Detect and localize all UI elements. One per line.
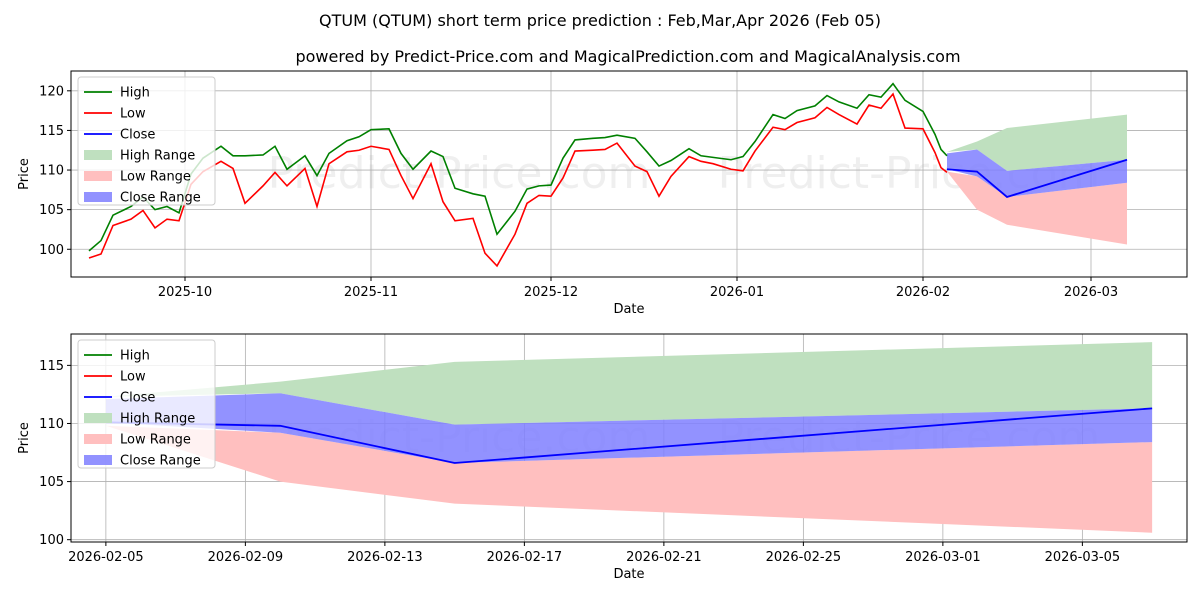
top-y-tick-label: 100 <box>39 243 64 258</box>
bottom-high-range-band <box>105 342 1153 425</box>
bottom-y-axis-label: Price <box>17 422 32 454</box>
top-legend-label-close-range: Close Range <box>120 191 201 206</box>
bottom-y-tick-label: 105 <box>39 475 64 490</box>
top-x-tick-label: 2025-12 <box>524 285 578 300</box>
bottom-panel: Predict-Price.comPredict-Price.com2026-0… <box>17 333 1188 582</box>
bottom-legend-box <box>77 339 216 469</box>
top-legend: High Low Close High Range Low Range Close Ran… <box>77 76 216 206</box>
top-y-tick-label: 110 <box>39 164 64 179</box>
bottom-x-tick-label: 2026-02-05 <box>68 550 144 565</box>
bottom-legend-swatch-high-range <box>84 413 112 423</box>
bottom-legend-label-low: Low <box>120 370 146 385</box>
top-legend-label-high: High <box>120 86 150 101</box>
bottom-legend-label-low-range: Low Range <box>120 433 191 448</box>
bottom-x-tick-label: 2026-02-25 <box>766 550 842 565</box>
bottom-y-tick-label: 100 <box>39 533 64 548</box>
top-x-tick-label: 2025-10 <box>158 285 212 300</box>
bottom-x-tick-label: 2026-03-01 <box>905 550 981 565</box>
top-x-tick-label: 2026-02 <box>896 285 950 300</box>
top-close-series-line <box>946 158 1128 198</box>
chart-title: QTUM (QTUM) short term price prediction … <box>319 11 881 30</box>
bottom-x-tick-label: 2026-02-21 <box>626 550 702 565</box>
bottom-close-range-band <box>105 393 1153 463</box>
top-panel: Predict-Price.com Predict-Price.com2025-1… <box>17 70 1188 317</box>
top-y-axis-label: Price <box>17 158 32 190</box>
chart-subtitle: powered by Predict-Price.com and Magical… <box>295 47 960 66</box>
top-x-axis-label: Date <box>613 302 644 317</box>
bottom-axes-frame <box>70 333 1188 543</box>
top-y-tick-label: 120 <box>39 84 64 99</box>
top-axes-frame <box>70 70 1188 278</box>
top-legend-swatch-close-range <box>84 192 112 202</box>
top-low-series-line <box>88 92 948 268</box>
bottom-legend-swatch-close-range <box>84 455 112 465</box>
top-legend-label-high-range: High Range <box>120 149 195 164</box>
bottom-y-tick-label: 115 <box>39 359 64 374</box>
bottom-x-tick-label: 2026-02-13 <box>347 550 423 565</box>
top-legend-label-close: Close <box>120 128 155 143</box>
top-legend-label-low-range: Low Range <box>120 170 191 185</box>
top-high-series-line <box>88 82 948 252</box>
top-plot-area <box>88 82 1128 268</box>
bottom-x-tick-label: 2026-02-17 <box>487 550 563 565</box>
top-legend-swatch-low-range <box>84 171 112 181</box>
bottom-legend-swatch-low-range <box>84 434 112 444</box>
top-x-tick-label: 2026-01 <box>710 285 764 300</box>
top-low-range-band <box>947 171 1127 245</box>
bottom-x-axis-label: Date <box>613 567 644 582</box>
top-legend-swatch-high-range <box>84 150 112 160</box>
bottom-legend-label-close: Close <box>120 391 155 406</box>
top-x-tick-label: 2025-11 <box>344 285 398 300</box>
bottom-x-tick-label: 2026-03-05 <box>1045 550 1121 565</box>
top-high-range-band <box>947 114 1127 171</box>
bottom-y-tick-label: 110 <box>39 417 64 432</box>
top-watermark-text-1: Predict-Price.com <box>268 148 651 199</box>
bottom-plot-area <box>105 342 1153 533</box>
bottom-x-tick-label: 2026-02-09 <box>208 550 284 565</box>
top-legend-label-low: Low <box>120 107 146 122</box>
bottom-low-range-band <box>105 425 1153 533</box>
top-legend-box <box>77 76 216 206</box>
top-x-tick-label: 2026-03 <box>1064 285 1118 300</box>
top-y-tick-label: 115 <box>39 124 64 139</box>
bottom-legend: High Low Close High Range Low Range Close Ran… <box>77 339 216 469</box>
bottom-legend-label-high: High <box>120 349 150 364</box>
top-y-tick-label: 105 <box>39 203 64 218</box>
bottom-legend-label-close-range: Close Range <box>120 454 201 469</box>
bottom-legend-label-high-range: High Range <box>120 412 195 427</box>
